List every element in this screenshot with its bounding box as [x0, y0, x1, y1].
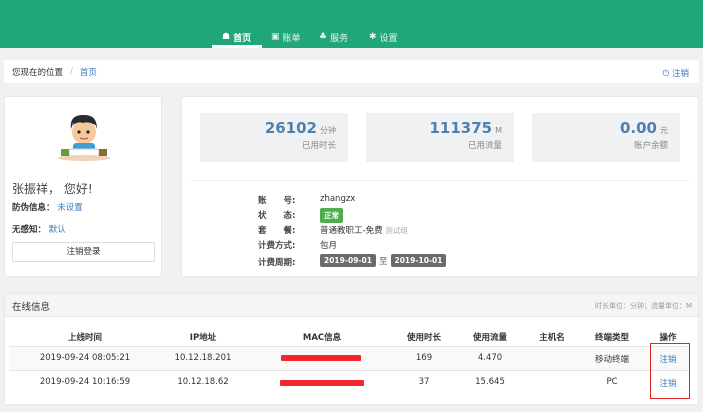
stat-traffic: 111375 M 已用流量: [366, 113, 514, 162]
units-note: 时长单位：分钟；流量单位：M: [594, 302, 692, 310]
table-row: [9, 346, 689, 370]
col-ip: IP地址: [189, 333, 217, 343]
col-mac: MAC信息: [302, 333, 342, 343]
nav-service[interactable]: ♣ 服务: [319, 32, 349, 44]
col-duration: 使用时长: [406, 333, 442, 343]
account-label: 账 号:: [258, 196, 296, 206]
col-action: 操作: [659, 333, 677, 343]
col-traffic: 使用流量: [472, 333, 508, 343]
period-start: 2019-09-01: [320, 254, 376, 267]
divider: [190, 180, 690, 181]
mac-redaction: [280, 380, 364, 386]
senseless-label: 无感知：: [12, 225, 47, 235]
billing-value: 包月: [320, 241, 338, 251]
mac-redaction: [281, 355, 361, 361]
period-to: 至: [378, 256, 388, 267]
cell-traffic: 15.645: [475, 377, 505, 387]
logout-login-button[interactable]: 注销登录: [12, 242, 155, 262]
cell-duration: 37: [418, 377, 430, 387]
nav-home[interactable]: ☗ 首页: [222, 32, 252, 44]
breadcrumb-home[interactable]: 首页: [79, 67, 97, 78]
col-terminal-type: 终端类型: [594, 333, 630, 343]
home-icon: ☗: [222, 32, 231, 42]
stat-balance: 0.00 元账户余额: [532, 113, 680, 162]
gear-icon: ✱: [369, 32, 377, 42]
billing-label: 计费方式:: [258, 241, 296, 251]
cell-type: PC: [606, 377, 618, 387]
online-title: 在线信息: [12, 302, 51, 313]
cell-type: 移动终端: [594, 355, 630, 365]
plan-label: 套 餐:: [258, 226, 296, 236]
profile-card: 张振祥， 您好! 防伪信息： 未设置 无感知： 默认 注销登录: [4, 96, 162, 277]
cell-duration: 169: [415, 353, 433, 363]
stat-duration: 26102 分钟 已用时长: [200, 113, 348, 162]
breadcrumb-prefix: 您现在的位置: [12, 67, 64, 78]
col-hostname: 主机名: [539, 333, 565, 343]
nav-bill[interactable]: ▣ 账单: [271, 32, 301, 44]
account-value: zhangzx: [320, 194, 356, 204]
power-icon: ⏻: [662, 69, 670, 79]
logout-session-button[interactable]: 注销: [659, 355, 677, 365]
period-end: 2019-10-01: [390, 254, 447, 267]
cell-ip: 10.12.18.201: [174, 353, 232, 363]
online-panel-header: 在线信息 时长单位：分钟；流量单位：M: [5, 294, 698, 317]
cell-ip: 10.12.18.62: [177, 377, 229, 387]
period-label: 计费周期:: [258, 258, 296, 268]
logout-session-button[interactable]: 注销: [659, 379, 677, 389]
top-header: [0, 0, 703, 48]
col-login-time: 上线时间: [67, 333, 103, 343]
anti-fake-label: 防伪信息：: [12, 203, 55, 213]
logout-link[interactable]: ⏻ 注销: [662, 69, 689, 79]
plan-value: 普通教职工-免费: [320, 226, 383, 236]
senseless-link[interactable]: 默认: [48, 225, 66, 235]
highlight-box: [650, 343, 690, 399]
cell-time: 2019-09-24 08:05:21: [39, 353, 131, 363]
status-label: 状 态:: [258, 211, 296, 221]
plan-group: 测试组: [385, 226, 408, 235]
cell-traffic: 4.470: [477, 353, 503, 363]
avatar: [58, 114, 110, 161]
nav-settings[interactable]: ✱ 设置: [369, 32, 398, 44]
active-nav-indicator: [212, 45, 262, 48]
cell-time: 2019-09-24 10:16:59: [39, 377, 131, 387]
status-badge: 正常: [320, 208, 343, 223]
breadcrumb: 您现在的位置 / 首页: [4, 60, 699, 83]
service-icon: ♣: [319, 32, 328, 42]
anti-fake-link[interactable]: 未设置: [57, 203, 83, 213]
greeting: 张振祥， 您好!: [12, 182, 93, 196]
bill-icon: ▣: [271, 32, 280, 42]
table-row: [9, 370, 689, 394]
breadcrumb-separator: /: [70, 66, 73, 77]
